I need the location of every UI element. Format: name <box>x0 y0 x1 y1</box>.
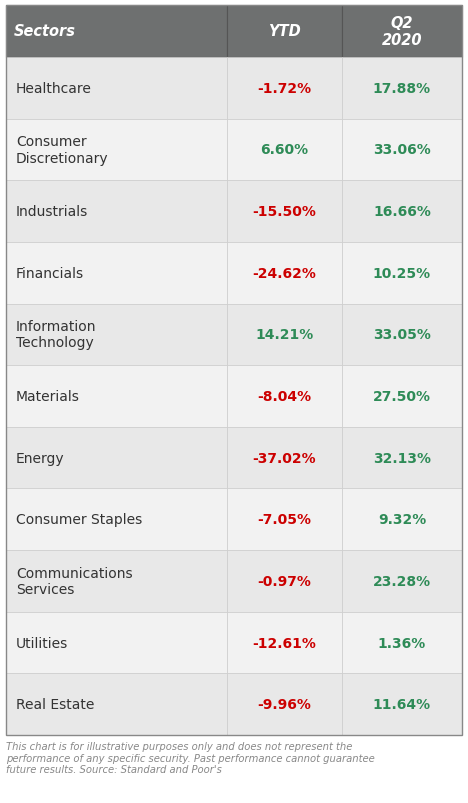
Bar <box>227 550 342 612</box>
Bar <box>342 181 462 243</box>
Text: Information
Technology: Information Technology <box>16 320 96 350</box>
Text: -12.61%: -12.61% <box>253 636 316 650</box>
Bar <box>227 58 342 120</box>
Text: 32.13%: 32.13% <box>373 451 431 465</box>
Text: Sectors: Sectors <box>14 24 76 39</box>
Bar <box>227 181 342 243</box>
Bar <box>342 365 462 427</box>
Text: Communications
Services: Communications Services <box>16 566 132 597</box>
Text: Q2
2020: Q2 2020 <box>382 16 422 48</box>
Bar <box>227 489 342 550</box>
Text: -0.97%: -0.97% <box>257 574 311 588</box>
Bar <box>6 612 227 674</box>
Bar <box>227 365 342 427</box>
Text: -24.62%: -24.62% <box>253 267 316 280</box>
Bar <box>6 58 227 120</box>
Text: Energy: Energy <box>16 451 65 465</box>
Bar <box>6 6 227 58</box>
Text: -7.05%: -7.05% <box>257 512 312 527</box>
Bar <box>227 612 342 674</box>
Text: -1.72%: -1.72% <box>257 82 312 96</box>
Bar <box>6 304 227 365</box>
Bar <box>6 365 227 427</box>
Text: 11.64%: 11.64% <box>373 697 431 711</box>
Bar <box>342 6 462 58</box>
Text: 17.88%: 17.88% <box>373 82 431 96</box>
Text: 33.06%: 33.06% <box>373 143 431 157</box>
Bar <box>6 550 227 612</box>
Text: Consumer
Discretionary: Consumer Discretionary <box>16 135 109 165</box>
Text: 14.21%: 14.21% <box>256 328 314 342</box>
Bar <box>6 489 227 550</box>
Bar <box>227 674 342 735</box>
Bar <box>342 243 462 304</box>
Text: 33.05%: 33.05% <box>373 328 431 342</box>
Text: -37.02%: -37.02% <box>253 451 316 465</box>
Text: Industrials: Industrials <box>16 205 88 219</box>
Bar <box>6 120 227 181</box>
Text: 1.36%: 1.36% <box>378 636 426 650</box>
Text: -8.04%: -8.04% <box>257 389 312 403</box>
Text: -9.96%: -9.96% <box>257 697 311 711</box>
Text: Consumer Staples: Consumer Staples <box>16 512 142 527</box>
Bar <box>227 6 342 58</box>
Bar <box>6 181 227 243</box>
Text: 9.32%: 9.32% <box>378 512 426 527</box>
Bar <box>227 427 342 489</box>
Bar <box>227 304 342 365</box>
Text: Materials: Materials <box>16 389 80 403</box>
Bar <box>227 120 342 181</box>
Text: 16.66%: 16.66% <box>373 205 431 219</box>
Text: YTD: YTD <box>268 24 301 39</box>
Bar <box>6 674 227 735</box>
Bar <box>342 550 462 612</box>
Text: 6.60%: 6.60% <box>260 143 308 157</box>
Text: Real Estate: Real Estate <box>16 697 95 711</box>
Text: Financials: Financials <box>16 267 84 280</box>
Text: Utilities: Utilities <box>16 636 68 650</box>
Bar <box>342 489 462 550</box>
Bar <box>342 674 462 735</box>
Text: 23.28%: 23.28% <box>373 574 431 588</box>
Bar <box>342 612 462 674</box>
Bar <box>342 58 462 120</box>
Bar <box>6 243 227 304</box>
Bar <box>342 304 462 365</box>
Text: This chart is for illustrative purposes only and does not represent the
performa: This chart is for illustrative purposes … <box>6 741 375 774</box>
Text: 10.25%: 10.25% <box>373 267 431 280</box>
Bar <box>227 243 342 304</box>
Text: Healthcare: Healthcare <box>16 82 92 96</box>
Bar <box>342 120 462 181</box>
Text: 27.50%: 27.50% <box>373 389 431 403</box>
Bar <box>6 427 227 489</box>
Bar <box>342 427 462 489</box>
Text: -15.50%: -15.50% <box>253 205 316 219</box>
